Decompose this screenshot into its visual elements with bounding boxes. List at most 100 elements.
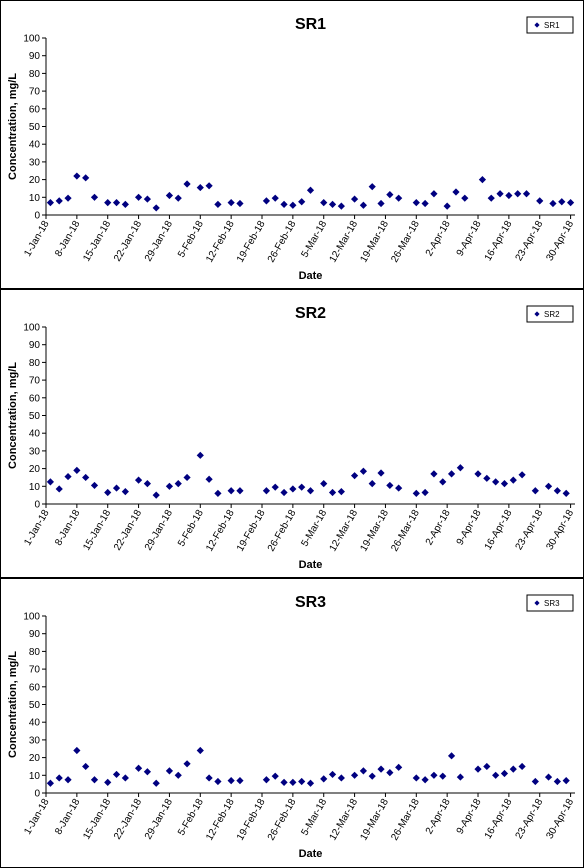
x-tick-label: 26-Mar-18 xyxy=(389,508,422,554)
x-tick-label: 5-Mar-18 xyxy=(300,219,330,260)
data-point xyxy=(55,774,63,782)
data-point xyxy=(447,470,456,478)
data-point xyxy=(337,774,345,782)
data-point xyxy=(236,487,244,495)
data-point xyxy=(474,470,482,478)
data-point xyxy=(271,194,279,202)
x-tick-label: 23-Apr-18 xyxy=(514,219,546,263)
data-point xyxy=(320,480,328,488)
y-tick-label: 70 xyxy=(29,87,41,98)
data-point xyxy=(55,485,63,493)
data-point xyxy=(447,752,456,760)
data-point xyxy=(306,487,315,495)
y-tick-label: 80 xyxy=(29,647,41,658)
data-point xyxy=(64,194,72,202)
data-point xyxy=(143,195,151,203)
data-point xyxy=(227,199,235,207)
legend: SR2 xyxy=(526,305,574,323)
data-point xyxy=(500,480,509,488)
chart-title: SR1 xyxy=(295,16,326,33)
legend-box xyxy=(526,16,574,34)
data-point xyxy=(514,190,522,198)
data-point xyxy=(227,487,235,495)
data-point xyxy=(271,772,279,780)
legend-marker xyxy=(534,600,540,606)
data-point xyxy=(104,778,112,786)
x-tick-label: 12-Feb-18 xyxy=(204,797,237,843)
data-point xyxy=(544,482,553,490)
data-point xyxy=(298,198,306,206)
data-point xyxy=(152,779,160,787)
data-point xyxy=(46,779,55,787)
data-point xyxy=(320,199,328,207)
data-point xyxy=(280,778,288,786)
data-point xyxy=(439,478,447,486)
data-point xyxy=(439,772,447,780)
data-point xyxy=(121,200,129,208)
data-point xyxy=(536,197,544,205)
data-point xyxy=(183,180,191,188)
y-tick-label: 100 xyxy=(23,612,40,623)
data-point xyxy=(134,193,143,201)
y-tick-label: 30 xyxy=(29,446,41,457)
x-tick-label: 1-Jan-18 xyxy=(22,508,51,548)
data-point xyxy=(46,478,55,486)
data-point xyxy=(104,488,112,497)
x-axis-label: Date xyxy=(299,559,323,571)
data-point xyxy=(412,774,420,782)
y-tick-label: 10 xyxy=(29,771,41,782)
data-point xyxy=(73,466,81,474)
data-point xyxy=(492,478,500,486)
y-tick-label: 60 xyxy=(29,104,41,115)
data-point xyxy=(134,476,143,484)
data-point xyxy=(174,771,182,779)
data-point xyxy=(487,194,495,202)
data-point xyxy=(280,488,288,497)
data-point xyxy=(461,194,469,202)
x-tick-label: 23-Apr-18 xyxy=(514,508,546,552)
data-point xyxy=(214,777,222,786)
y-tick-label: 20 xyxy=(29,753,41,764)
data-point xyxy=(104,199,112,207)
x-tick-label: 26-Feb-18 xyxy=(266,219,299,265)
data-point xyxy=(395,194,403,202)
data-point xyxy=(412,199,420,207)
data-point xyxy=(531,777,539,786)
data-point xyxy=(82,473,90,482)
data-point xyxy=(562,489,570,497)
y-tick-label: 20 xyxy=(29,175,41,186)
x-tick-label: 5-Feb-18 xyxy=(176,219,206,260)
data-point xyxy=(395,484,403,492)
data-point xyxy=(280,200,288,208)
chart-title: SR3 xyxy=(295,594,326,611)
x-tick-label: 12-Feb-18 xyxy=(204,508,237,554)
data-point xyxy=(236,777,244,785)
data-point xyxy=(306,186,315,194)
data-point xyxy=(64,472,72,481)
y-tick-label: 100 xyxy=(23,323,40,334)
data-point xyxy=(337,202,345,210)
x-tick-label: 19-Feb-18 xyxy=(235,219,268,265)
x-tick-label: 19-Feb-18 xyxy=(235,508,268,554)
chart-panel-1: SR1 0 10 20 30 40 50 60 70 80 90 100 1-Jan-18 8-Jan-1… xyxy=(0,0,584,289)
x-tick-label: 8-Jan-18 xyxy=(53,797,82,837)
data-point xyxy=(214,200,222,208)
x-tick-label: 22-Jan-18 xyxy=(112,508,144,553)
x-tick-label: 12-Feb-18 xyxy=(204,219,237,265)
data-point xyxy=(531,487,539,495)
data-point xyxy=(359,767,367,775)
x-tick-label: 22-Jan-18 xyxy=(112,797,144,842)
data-point xyxy=(337,488,345,496)
data-point xyxy=(562,777,570,785)
data-point xyxy=(359,467,367,475)
data-point xyxy=(452,188,460,196)
data-point xyxy=(306,779,315,787)
data-point xyxy=(443,202,451,210)
x-tick-label: 16-Apr-18 xyxy=(483,797,515,841)
data-point xyxy=(205,774,213,782)
data-point xyxy=(46,199,55,207)
data-point xyxy=(152,491,160,499)
data-point xyxy=(121,488,129,496)
data-point xyxy=(386,191,394,199)
data-point xyxy=(174,194,182,202)
